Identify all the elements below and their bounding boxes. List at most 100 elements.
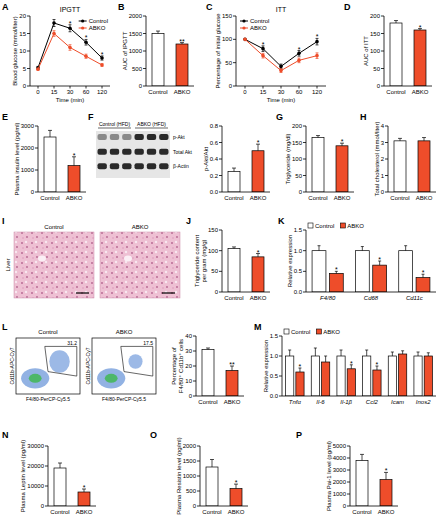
axis-title-line: F4/80⁺ Cd11b⁺ cells — [178, 339, 184, 393]
y-axis — [38, 126, 39, 192]
y-tick — [197, 461, 200, 462]
y-tick — [303, 292, 306, 293]
x-tick-label: Control — [352, 509, 371, 515]
y-tick-label: 2 — [381, 156, 385, 162]
x-axis — [282, 396, 436, 397]
band — [110, 134, 119, 140]
bar — [252, 151, 264, 192]
y-tick-label: 100 — [370, 48, 381, 54]
membrane — [96, 131, 170, 178]
y-tick — [219, 292, 222, 293]
band — [98, 163, 107, 169]
legend-marker — [81, 19, 84, 22]
significance: * — [335, 266, 338, 273]
bar — [54, 468, 66, 506]
error-bar — [156, 31, 160, 33]
y-tick-label: 0 — [377, 83, 381, 89]
x-tick-label: Control — [202, 509, 221, 515]
x-tick-label: Il-6 — [316, 399, 325, 405]
row-label: Total Akt — [173, 149, 193, 155]
plot-area — [356, 454, 392, 506]
gate-value: 17.5 — [143, 340, 153, 346]
y-tick — [27, 16, 30, 17]
error-bar — [69, 45, 72, 51]
group-label: Control (HFD) — [99, 121, 130, 127]
y-tick — [303, 126, 306, 127]
error-bar — [398, 138, 402, 140]
y-tick-label: 0 — [41, 503, 45, 509]
bar — [355, 251, 369, 292]
bar — [418, 141, 430, 192]
significance: * — [385, 467, 388, 474]
marker — [279, 69, 283, 73]
panel: 010002000300040005000Plasma Pai-1 level … — [326, 441, 398, 515]
x-axis — [306, 292, 436, 293]
panel: 01234Total cholesterol (mmol/liter)Contr… — [374, 121, 436, 201]
y-tick — [219, 250, 222, 251]
y-tick — [193, 366, 196, 367]
y-tick-label: 0.2 — [210, 173, 219, 179]
y-tick — [193, 396, 196, 397]
plot-frame — [92, 338, 156, 394]
plot-area — [202, 348, 238, 396]
panel: 0100020003000Plasma insulin level (pg/ml… — [14, 122, 86, 201]
y-tick-label: 1 — [381, 173, 385, 179]
y-tick-label: 150 — [370, 31, 381, 37]
axis-title: AUC of IPGTT — [122, 31, 128, 70]
y-tick-label: 30000 — [27, 443, 44, 449]
y-tick — [347, 494, 350, 495]
x-tick-label: 120 — [97, 89, 108, 95]
legend-swatch — [316, 329, 321, 334]
y-tick — [303, 192, 306, 193]
bar — [312, 138, 324, 192]
y-tick — [45, 466, 48, 467]
axis-title: F4/80-PerCP-Cy5.5 — [102, 396, 146, 402]
axis-title-line: Triglyceride (mg/dl) — [285, 133, 291, 184]
marker — [68, 46, 72, 50]
y-tick-label: 1.5 — [294, 227, 303, 233]
error-bar — [280, 64, 283, 69]
axis-title-line: Plasma Resistin level (pg/ml) — [176, 437, 182, 514]
significance: * — [419, 24, 422, 31]
y-tick — [193, 351, 196, 352]
bar — [337, 356, 345, 396]
flow: Control31.2F4/80-PerCP-Cy5.5Cd11b-APC-Cy… — [9, 329, 156, 402]
group-label: ABKO (HFD) — [137, 121, 166, 127]
y-tick — [385, 126, 388, 127]
legend-label: Control — [315, 223, 334, 229]
y-tick — [233, 16, 236, 17]
axis-title-line: Percentage of — [171, 347, 177, 385]
panel-letter: K — [278, 216, 285, 226]
axis-title: AUC of ITT — [363, 36, 369, 66]
row-label: β-Actin — [173, 163, 189, 169]
axis-title: Total cholesterol (mmol/liter) — [374, 121, 380, 196]
vessel — [38, 255, 46, 261]
y-tick — [279, 356, 282, 357]
axis-title: Triglyceride (mg/dl) — [285, 133, 291, 184]
x-tick-label: Control — [198, 399, 217, 405]
marker — [297, 59, 301, 63]
y-tick — [347, 458, 350, 459]
legend-label: ABKO — [89, 25, 106, 31]
panel: 0.00.20.40.60.8p-Akt/AktControlABKO* — [203, 123, 270, 201]
axis-title: Relative expression — [287, 235, 293, 287]
bar — [414, 30, 426, 86]
error-bar — [324, 356, 327, 362]
plot-area — [54, 463, 90, 506]
image — [100, 232, 180, 298]
error-bar — [53, 20, 56, 27]
y-tick — [347, 470, 350, 471]
error-bar — [232, 168, 236, 171]
x-tick-label: ABKO — [174, 89, 191, 95]
bar — [296, 372, 304, 396]
significance: * — [73, 152, 76, 159]
x-tick-label: Cd68 — [364, 295, 379, 301]
marker — [36, 67, 40, 71]
panel-letter: I — [2, 216, 5, 226]
plot-area — [286, 348, 433, 396]
y-tick — [347, 482, 350, 483]
y-tick — [143, 16, 146, 17]
y-tick — [303, 142, 306, 143]
y-tick — [143, 68, 146, 69]
y-tick-label: 100 — [222, 36, 233, 42]
